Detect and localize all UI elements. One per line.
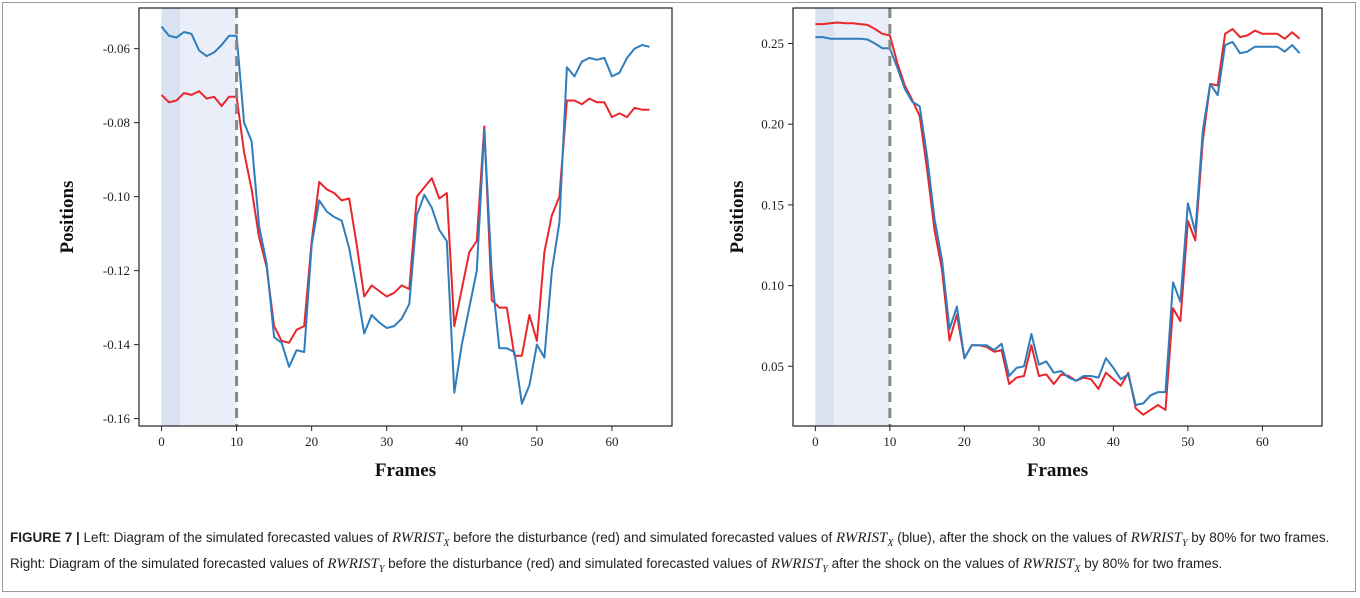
y-tick-label: -0.14 [103,337,131,352]
caption-body: Left: Diagram of the simulated forecaste… [10,530,1330,575]
shaded-region [833,8,890,426]
chart-right: 0 10 20 30 40 50 60 0.05 0.10 0.15 0.20 0.25 Frames P… [727,7,1323,481]
caption-text: by 80% for two frames. [1080,556,1223,571]
x-tick-label: 10 [883,434,896,449]
y-tick-label: -0.16 [103,411,131,426]
caption-text: before the disturbance (red) and simulat… [449,530,836,545]
caption-math: RWRISTY [1130,530,1188,549]
shaded-region [161,8,181,426]
chart-left: 0 10 20 30 40 50 60 -0.16 -0.14 -0.12 -0.10 -0.08 -0… [57,7,673,481]
x-axis-label: Frames [375,460,436,481]
y-tick-label: 0.20 [761,117,784,132]
y-tick-label: -0.08 [103,115,130,130]
x-tick-label: 60 [605,434,618,449]
figure-charts: 0 10 20 30 40 50 60 -0.16 -0.14 -0.12 -0.10 -0.08 -0… [57,7,1323,481]
y-axis-label: Positions [57,181,78,254]
x-tick-label: 30 [1032,434,1045,449]
y-axis-label: Positions [727,181,748,254]
x-axis-label: Frames [1027,460,1088,481]
y-tick-label: 0.05 [761,359,784,374]
y-tick-label: 0.10 [761,278,784,293]
figure-caption: FIGURE 7 | Left: Diagram of the simulate… [10,528,1348,580]
x-tick-label: 20 [958,434,971,449]
caption-text: by 80% for two frames. Right: Diagram of… [10,530,1330,571]
shaded-region [180,8,237,426]
series-line-red [815,21,1301,416]
x-tick-label: 50 [530,434,543,449]
y-tick-label: 0.25 [761,36,784,51]
caption-text: (blue), after the shock on the values of [893,530,1131,545]
x-tick-label: 0 [158,434,165,449]
y-tick-label: -0.06 [103,41,131,56]
x-tick-label: 40 [1107,434,1120,449]
y-tick-label: 0.15 [761,197,784,212]
series-line-blue [815,36,1301,406]
x-tick-label: 40 [455,434,468,449]
x-tick-label: 30 [380,434,393,449]
x-tick-label: 10 [230,434,243,449]
y-tick-label: -0.10 [103,189,130,204]
plot-frame [138,7,673,427]
x-tick-label: 50 [1181,434,1194,449]
x-tick-label: 20 [305,434,318,449]
caption-math: RWRISTX [1022,556,1081,575]
caption-text: before the disturbance (red) and simulat… [384,556,771,571]
series-line-blue [160,25,650,405]
caption-math: RWRISTY [327,556,385,575]
caption-text: after the shock on the values of [827,556,1023,571]
caption-math: RWRISTY [770,556,828,575]
y-tick-label: -0.12 [103,263,130,278]
figure-label: FIGURE 7 | [10,530,80,545]
shaded-region [815,8,834,426]
series-line-red [160,90,650,357]
x-tick-label: 0 [812,434,819,449]
caption-math: RWRISTX [391,530,450,549]
caption-math: RWRISTX [835,530,894,549]
x-tick-label: 60 [1256,434,1269,449]
caption-text: Left: Diagram of the simulated forecaste… [79,530,392,545]
plot-frame [792,7,1323,427]
